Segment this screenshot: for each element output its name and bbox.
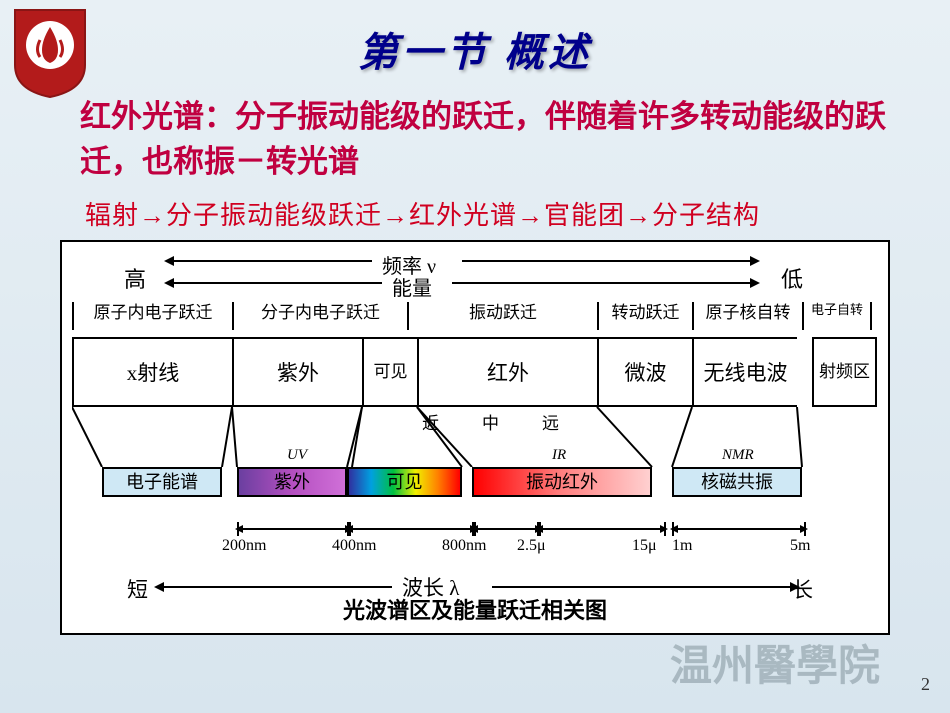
definition-paragraph: 红外光谱：分子振动能级的跃迁，伴随着许多转动能级的跃迁，也称振－转光谱 bbox=[80, 95, 900, 185]
page-number: 2 bbox=[921, 674, 930, 695]
freq-arrow-right bbox=[462, 260, 752, 262]
spectra-row: 电子能谱紫外可见振动红外核磁共振 bbox=[72, 467, 882, 502]
diagram-caption: 光波谱区及能量跃迁相关图 bbox=[62, 593, 888, 625]
region-row: x射线紫外可见红外微波无线电波射频区 bbox=[72, 337, 882, 407]
region-cell: 无线电波 bbox=[692, 337, 797, 407]
scale-value: 5m bbox=[790, 537, 810, 555]
transition-cell: 原子内电子跃迁 bbox=[72, 302, 232, 330]
scale-value: 2.5μ bbox=[517, 537, 546, 555]
scale-segment bbox=[537, 522, 666, 536]
energy-arrow-right bbox=[452, 282, 752, 284]
spectrum-box: 振动红外 bbox=[472, 467, 652, 497]
scale-value: 200nm bbox=[222, 537, 266, 555]
region-cell: 可见 bbox=[362, 337, 417, 407]
region-cell: 微波 bbox=[597, 337, 692, 407]
scale-value: 15μ bbox=[632, 537, 657, 555]
connector-lines bbox=[72, 407, 882, 467]
freq-high-label: 高 bbox=[124, 262, 146, 294]
region-cell: 紫外 bbox=[232, 337, 362, 407]
spectrum-box: 电子能谱 bbox=[102, 467, 222, 497]
transition-cell: 分子内电子跃迁 bbox=[232, 302, 407, 330]
scale-value: 1m bbox=[672, 537, 692, 555]
energy-arrow-left bbox=[172, 282, 382, 284]
nmr-label: NMR bbox=[722, 447, 754, 464]
college-watermark: 温州醫學院 bbox=[670, 632, 880, 693]
flow-sequence: 辐射→分子振动能级跃迁→红外光谱→官能团→分子结构 bbox=[85, 195, 885, 232]
uv-label: UV bbox=[287, 447, 307, 464]
spectrum-box: 可见 bbox=[347, 467, 462, 497]
transition-row: 原子内电子跃迁分子内电子跃迁振动跃迁转动跃迁原子核自转电子自转 bbox=[72, 302, 882, 330]
ir-label: IR bbox=[552, 447, 566, 464]
transition-cell: 电子自转 bbox=[802, 302, 872, 330]
scale-value: 400nm bbox=[332, 537, 376, 555]
wl-arrow-right bbox=[492, 586, 792, 588]
freq-low-label: 低 bbox=[781, 262, 803, 294]
transition-cell: 原子核自转 bbox=[692, 302, 802, 330]
scale-segment bbox=[672, 522, 806, 536]
scale-value: 800nm bbox=[442, 537, 486, 555]
spectrum-box: 核磁共振 bbox=[672, 467, 802, 497]
slide-title: 第一节 概述 bbox=[0, 20, 950, 78]
transition-cell: 转动跃迁 bbox=[597, 302, 692, 330]
region-cell: 射频区 bbox=[812, 337, 877, 407]
region-cell: 红外 bbox=[417, 337, 597, 407]
transition-cell: 振动跃迁 bbox=[407, 302, 597, 330]
scale-segment bbox=[472, 522, 541, 536]
scale-segment bbox=[347, 522, 476, 536]
region-cell: x射线 bbox=[72, 337, 232, 407]
spectrum-diagram: 高 低 频率 ν 能量 原子内电子跃迁分子内电子跃迁振动跃迁转动跃迁原子核自转电… bbox=[60, 240, 890, 635]
scale-segment bbox=[237, 522, 351, 536]
energy-label: 能量 bbox=[392, 272, 432, 301]
wl-arrow-left bbox=[162, 586, 392, 588]
freq-arrow-left bbox=[172, 260, 372, 262]
spectrum-box: 紫外 bbox=[237, 467, 347, 497]
